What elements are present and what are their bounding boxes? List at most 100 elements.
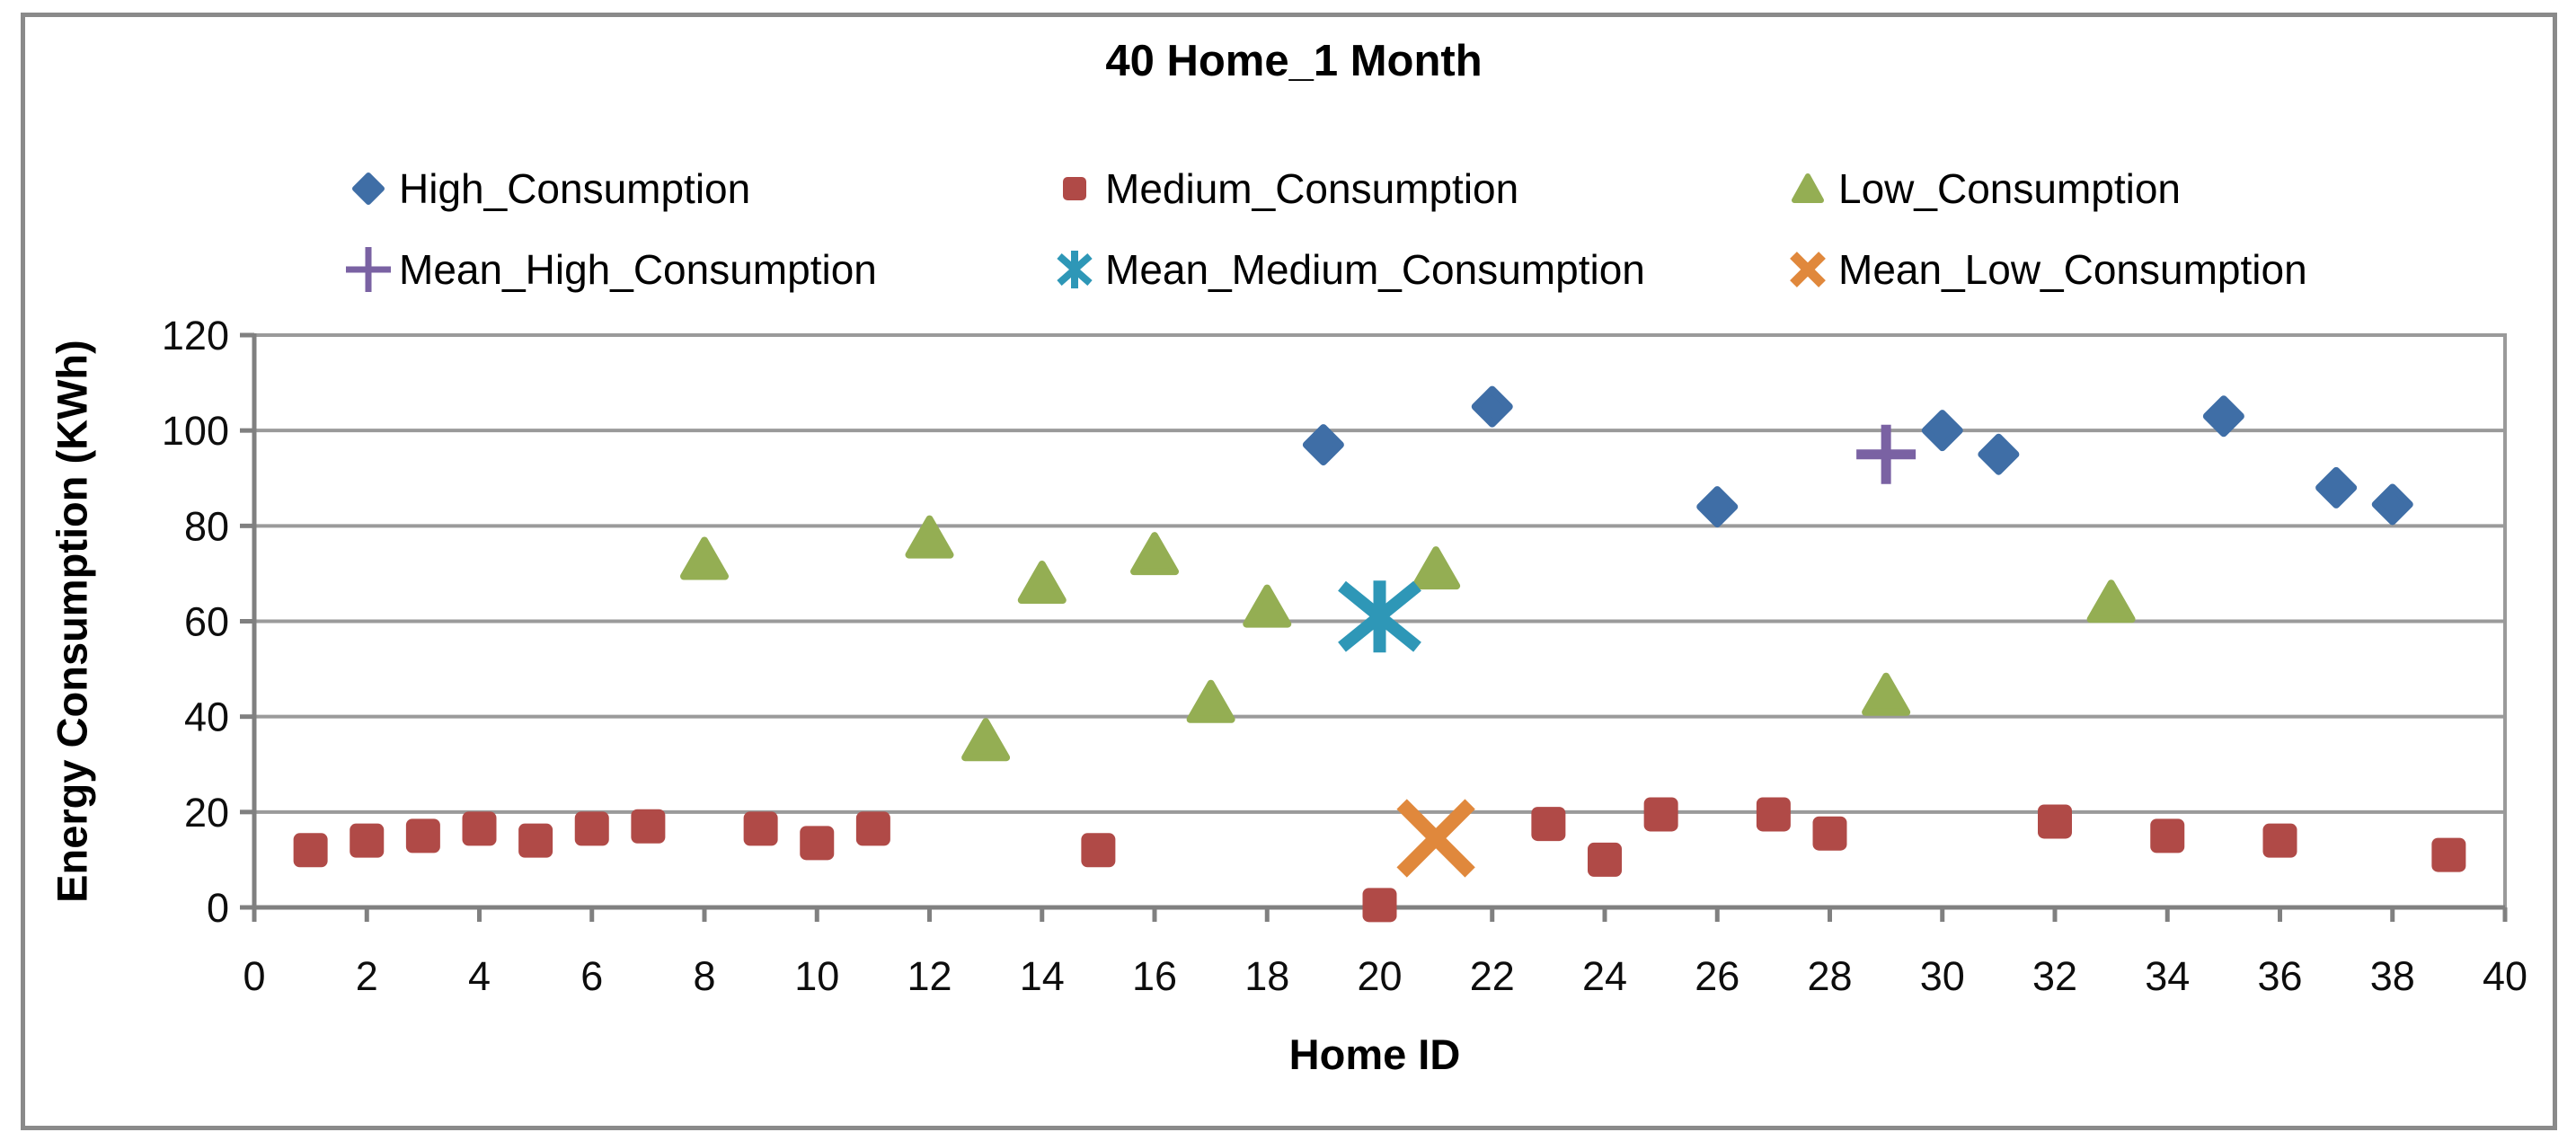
- Medium_Consumption-point[interactable]: [800, 826, 835, 861]
- Medium_Consumption-point[interactable]: [2431, 837, 2466, 872]
- x-tick-label-22: 22: [1470, 953, 1515, 999]
- x-tick-label-38: 38: [2370, 953, 2415, 999]
- y-tick-label-80: 80: [184, 503, 229, 549]
- High_Consumption-point[interactable]: [1471, 385, 1513, 428]
- legend-item-mean-high-consumption[interactable]: Mean_High_Consumption: [343, 243, 877, 296]
- Low_Consumption-point[interactable]: [1130, 532, 1179, 576]
- mean-medium-asterisk-icon: [1049, 244, 1100, 295]
- Mean_Low_Consumption-legend-marker: [1790, 252, 1826, 287]
- Medium_Consumption-legend-marker: [1063, 177, 1086, 200]
- Low_Consumption-point[interactable]: [2086, 579, 2136, 624]
- figure-border: [21, 13, 2557, 1130]
- Medium_Consumption-point[interactable]: [462, 811, 497, 846]
- x-tick-label-14: 14: [1020, 953, 1065, 999]
- Mean_Low_Consumption-legend-glyph: [1790, 252, 1826, 287]
- x-tick-label-0: 0: [243, 953, 265, 999]
- x-tick-label-10: 10: [794, 953, 839, 999]
- Medium_Consumption-point[interactable]: [1812, 816, 1847, 851]
- Low_Consumption-legend-marker: [1792, 173, 1824, 203]
- x-tick-label-28: 28: [1807, 953, 1852, 999]
- Medium_Consumption-point[interactable]: [2262, 823, 2297, 858]
- legend-label: Low_Consumption: [1838, 165, 2182, 212]
- High_Consumption-point[interactable]: [1302, 424, 1344, 466]
- Medium_Consumption-point[interactable]: [743, 811, 778, 846]
- y-tick-label-100: 100: [162, 408, 229, 454]
- High_Consumption-point[interactable]: [1696, 486, 1739, 528]
- Mean_High_Consumption-legend-glyph: [346, 247, 391, 292]
- x-tick-label-20: 20: [1357, 953, 1402, 999]
- High_Consumption-point[interactable]: [2371, 483, 2413, 526]
- High_Consumption-point[interactable]: [1978, 433, 2020, 475]
- legend-item-low-consumption[interactable]: Low_Consumption: [1783, 163, 2181, 215]
- Medium_Consumption-point[interactable]: [855, 811, 890, 846]
- x-axis-title: Home ID: [1288, 1030, 1461, 1078]
- y-tick-label-20: 20: [184, 790, 229, 836]
- legend-label: Mean_Low_Consumption: [1838, 246, 2307, 293]
- Medium_Consumption-point[interactable]: [631, 809, 666, 844]
- Medium_Consumption-point[interactable]: [518, 823, 553, 858]
- High_Consumption-legend-marker: [352, 172, 385, 205]
- mean-low-x-icon: [1783, 244, 1833, 295]
- Mean_Medium_Consumption-point[interactable]: [1338, 580, 1421, 653]
- Low_Consumption-point[interactable]: [905, 515, 954, 559]
- x-tick-label-12: 12: [907, 953, 952, 999]
- High_Consumption-point[interactable]: [1921, 410, 1963, 452]
- x-tick-label-26: 26: [1695, 953, 1739, 999]
- legend-item-high-consumption[interactable]: High_Consumption: [343, 163, 750, 215]
- Low_Consumption-point[interactable]: [1017, 561, 1067, 605]
- Medium_Consumption-point[interactable]: [1531, 807, 1566, 842]
- Mean_Medium_Consumption-legend-glyph: [1057, 251, 1093, 288]
- Medium_Consumption-point[interactable]: [574, 811, 609, 846]
- chart-title: 40 Home_1 Month: [1105, 37, 1483, 85]
- y-tick-label-0: 0: [207, 885, 229, 931]
- low-consumption-triangle-icon: [1783, 164, 1833, 214]
- y-tick-label-60: 60: [184, 599, 229, 645]
- Medium_Consumption-point[interactable]: [293, 833, 328, 868]
- high-consumption-diamond-icon: [343, 164, 394, 214]
- y-tick-label-40: 40: [184, 694, 229, 740]
- legend-item-mean-medium-consumption[interactable]: Mean_Medium_Consumption: [1049, 243, 1645, 296]
- legend-item-mean-low-consumption[interactable]: Mean_Low_Consumption: [1783, 243, 2307, 296]
- legend-label: Mean_High_Consumption: [399, 246, 877, 293]
- Medium_Consumption-point[interactable]: [1643, 797, 1678, 832]
- x-tick-label-18: 18: [1244, 953, 1289, 999]
- Low_Consumption-point[interactable]: [1412, 546, 1461, 590]
- x-tick-label-30: 30: [1920, 953, 1965, 999]
- x-tick-label-8: 8: [693, 953, 715, 999]
- Mean_High_Consumption-legend-marker: [346, 247, 391, 292]
- y-tick-label-120: 120: [162, 313, 229, 358]
- Low_Consumption-point[interactable]: [1862, 672, 1911, 716]
- x-tick-label-40: 40: [2483, 953, 2527, 999]
- Low_Consumption-point[interactable]: [1243, 584, 1292, 628]
- Medium_Consumption-point[interactable]: [1081, 833, 1116, 868]
- Mean_High_Consumption-point[interactable]: [1856, 424, 1917, 484]
- medium-consumption-square-icon: [1049, 164, 1100, 214]
- x-tick-label-24: 24: [1582, 953, 1627, 999]
- High_Consumption-point[interactable]: [2202, 395, 2244, 438]
- Medium_Consumption-point[interactable]: [405, 818, 440, 854]
- Low_Consumption-legend-glyph: [1792, 173, 1824, 203]
- mean-high-plus-icon: [343, 244, 394, 295]
- Low_Consumption-point[interactable]: [961, 718, 1011, 762]
- Low_Consumption-point[interactable]: [680, 536, 729, 580]
- Mean_Medium_Consumption-legend-marker: [1057, 251, 1093, 288]
- legend-label: Mean_Medium_Consumption: [1105, 246, 1645, 293]
- x-tick-label-4: 4: [468, 953, 491, 999]
- Medium_Consumption-point[interactable]: [2038, 804, 2072, 839]
- High_Consumption-point[interactable]: [2315, 466, 2358, 509]
- Medium_Consumption-point[interactable]: [1756, 797, 1791, 832]
- Mean_Low_Consumption-point[interactable]: [1396, 799, 1475, 878]
- y-axis-title: Energy Consumption (KWh): [48, 340, 96, 903]
- x-tick-label-32: 32: [2032, 953, 2077, 999]
- Medium_Consumption-point[interactable]: [1362, 888, 1397, 923]
- High_Consumption-legend-glyph: [352, 172, 385, 205]
- x-tick-label-34: 34: [2145, 953, 2190, 999]
- legend-item-medium-consumption[interactable]: Medium_Consumption: [1049, 163, 1518, 215]
- x-tick-label-36: 36: [2257, 953, 2302, 999]
- x-tick-label-6: 6: [580, 953, 603, 999]
- Medium_Consumption-point[interactable]: [2150, 818, 2185, 854]
- Medium_Consumption-point[interactable]: [350, 823, 385, 858]
- Medium_Consumption-point[interactable]: [1588, 842, 1622, 877]
- x-tick-label-2: 2: [356, 953, 378, 999]
- Low_Consumption-point[interactable]: [1186, 679, 1235, 723]
